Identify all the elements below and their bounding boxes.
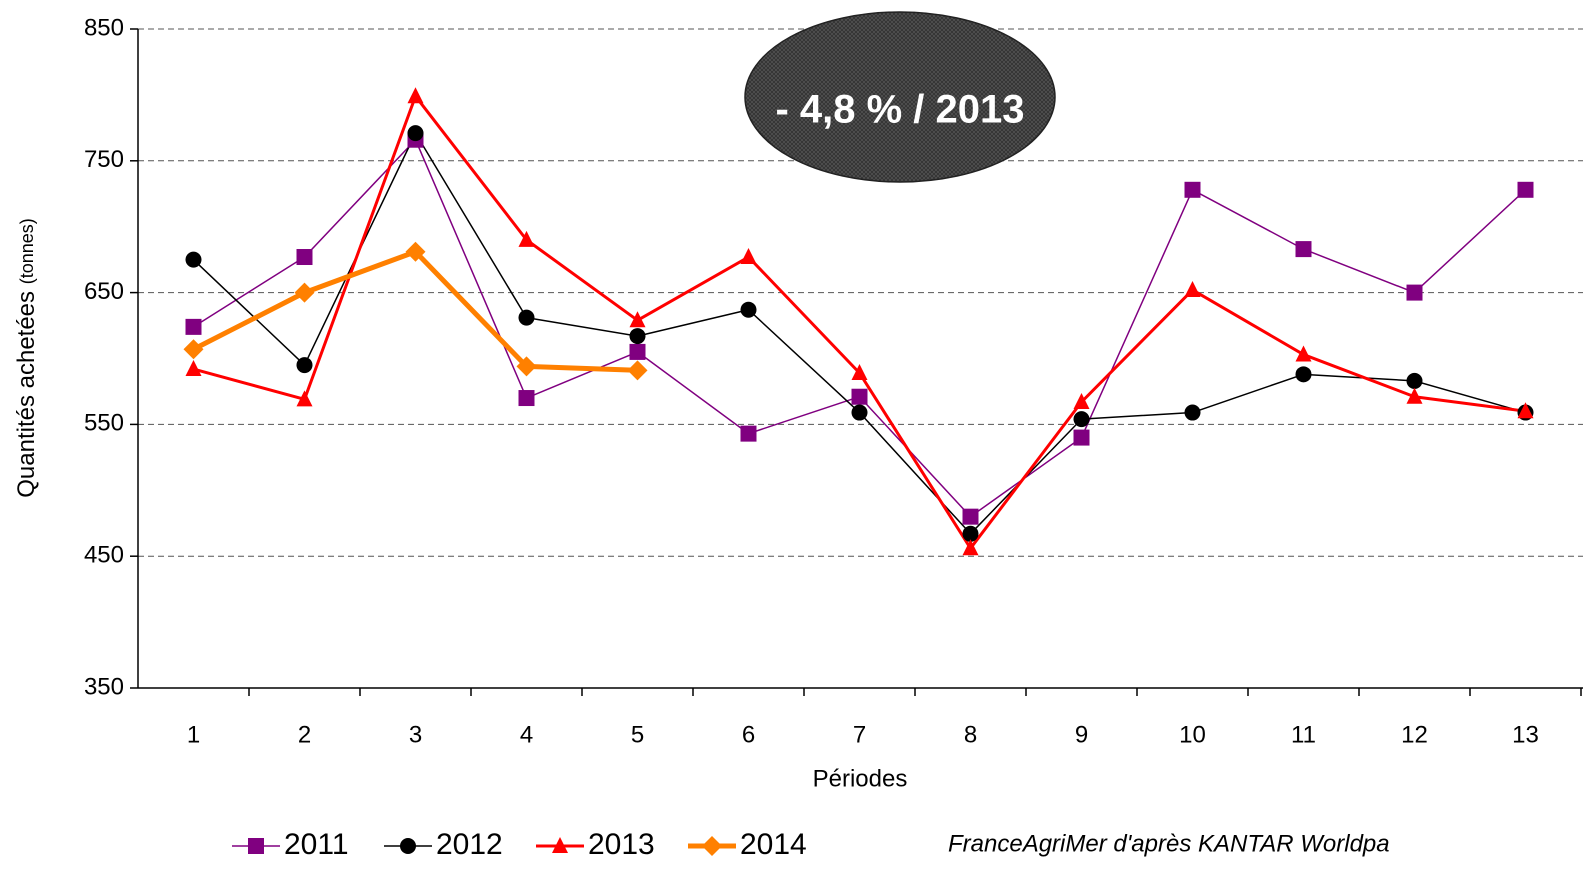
data-point [851,388,868,405]
x-tick-label: 2 [298,721,311,748]
data-point [1184,280,1201,297]
legend-marker [248,838,264,854]
data-point [518,309,535,326]
data-point [629,328,646,345]
data-point [296,390,313,407]
data-point [1184,404,1201,421]
x-tick-label: 9 [1075,721,1088,748]
x-tick-label: 8 [964,721,977,748]
x-tick-label: 10 [1179,721,1206,748]
x-axis-label: Périodes [813,765,908,792]
x-tick-label: 5 [631,721,644,748]
legend-marker [552,837,568,853]
data-point [516,356,537,377]
data-point [1073,429,1090,446]
data-point [407,87,424,104]
data-point [740,301,757,318]
data-point [296,249,313,266]
legend-marker [702,836,722,856]
legend-label: 2013 [588,828,655,861]
data-point [518,230,535,247]
y-tick-label: 650 [84,278,124,305]
series-line [193,138,1527,518]
data-point [405,241,426,262]
x-tick-label: 3 [409,721,422,748]
data-point [1406,372,1423,389]
data-point [1406,284,1423,301]
x-tick-label: 12 [1401,721,1428,748]
legend-marker [400,838,416,854]
source: FranceAgriMer d'après KANTAR Worldpa [948,830,1390,857]
data-point [1295,366,1312,383]
data-point [185,251,202,268]
x-tick-label: 13 [1512,721,1539,748]
y-tick-label: 350 [84,673,124,700]
data-point [518,390,535,407]
data-point [296,357,313,374]
x-tick-label: 6 [742,721,755,748]
data-point [962,539,979,556]
data-point [851,404,868,421]
x-tick-label: 7 [853,721,866,748]
data-point [1073,411,1090,428]
data-point [1184,181,1201,198]
series-line [192,132,1526,535]
x-tick-label: 1 [187,721,200,748]
y-tick-label: 750 [84,146,124,173]
y-tick-label: 550 [84,410,124,437]
y-axis-label-main: Quantités achetées [13,291,40,498]
legend-label: 2011 [284,828,349,861]
x-tick-label: 11 [1291,721,1316,748]
y-tick-label: 850 [84,14,124,41]
data-point [1295,241,1312,258]
data-point [1406,387,1423,404]
data-point [629,311,646,328]
data-point [962,508,979,525]
data-point [629,343,646,360]
data-point [1073,392,1090,409]
data-point [740,248,757,265]
data-point [185,360,202,377]
legend-label: 2014 [740,828,807,861]
data-point [740,425,757,442]
data-point [294,282,315,303]
data-point [1295,345,1312,362]
y-axis-label-unit: (tonnes) [17,218,37,284]
data-point [1517,402,1534,419]
data-point [183,339,204,360]
data-point [1517,181,1534,198]
x-tick-label: 4 [520,721,533,748]
y-tick-label: 450 [84,542,124,569]
series-line [192,249,638,373]
y-axis-label: Quantités achetées (tonnes) [13,218,40,498]
annotation-bubble [744,11,1056,183]
legend-label: 2012 [436,828,503,861]
data-point [851,363,868,380]
data-point [185,318,202,335]
data-point [627,360,648,381]
data-point [407,125,424,142]
annotation: - 4,8 % / 2013 [775,88,1024,132]
data-point [962,525,979,542]
